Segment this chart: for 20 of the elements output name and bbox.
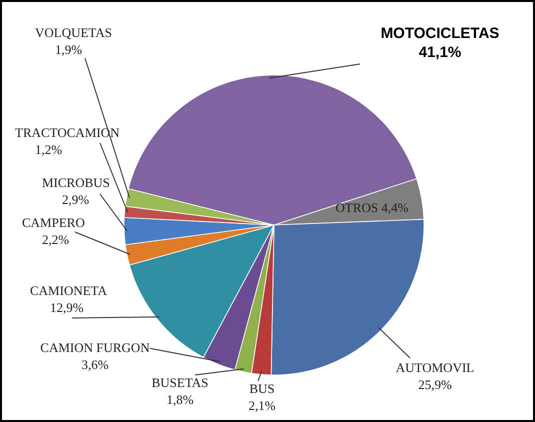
slice-label: BUS — [249, 381, 275, 396]
slice-label: VOLQUETAS — [35, 25, 112, 40]
slice-label: CAMION FURGON — [40, 340, 150, 355]
slice-label: BUSETAS — [152, 375, 208, 390]
data-label: 3,6% — [81, 357, 109, 372]
data-label: 41,1% — [418, 44, 462, 61]
data-label: 12,9% — [50, 300, 84, 315]
slice-label: OTROS 4,4% — [336, 200, 409, 215]
data-label: 2,2% — [42, 232, 70, 247]
slice-label: CAMIONETA — [30, 283, 108, 298]
slice-label: MOTOCICLETAS — [380, 25, 500, 42]
data-label: 1,2% — [35, 142, 62, 157]
slice-label: CAMPERO — [22, 215, 85, 230]
data-label: 2,1% — [248, 398, 276, 413]
data-label: 1,9% — [55, 42, 82, 57]
data-label: 2,9% — [62, 192, 90, 207]
data-label: 25,9% — [418, 377, 452, 392]
slice-label: AUTOMOVIL — [396, 360, 474, 375]
data-label: 1,8% — [166, 392, 194, 407]
slice-label: MICROBUS — [42, 175, 110, 190]
